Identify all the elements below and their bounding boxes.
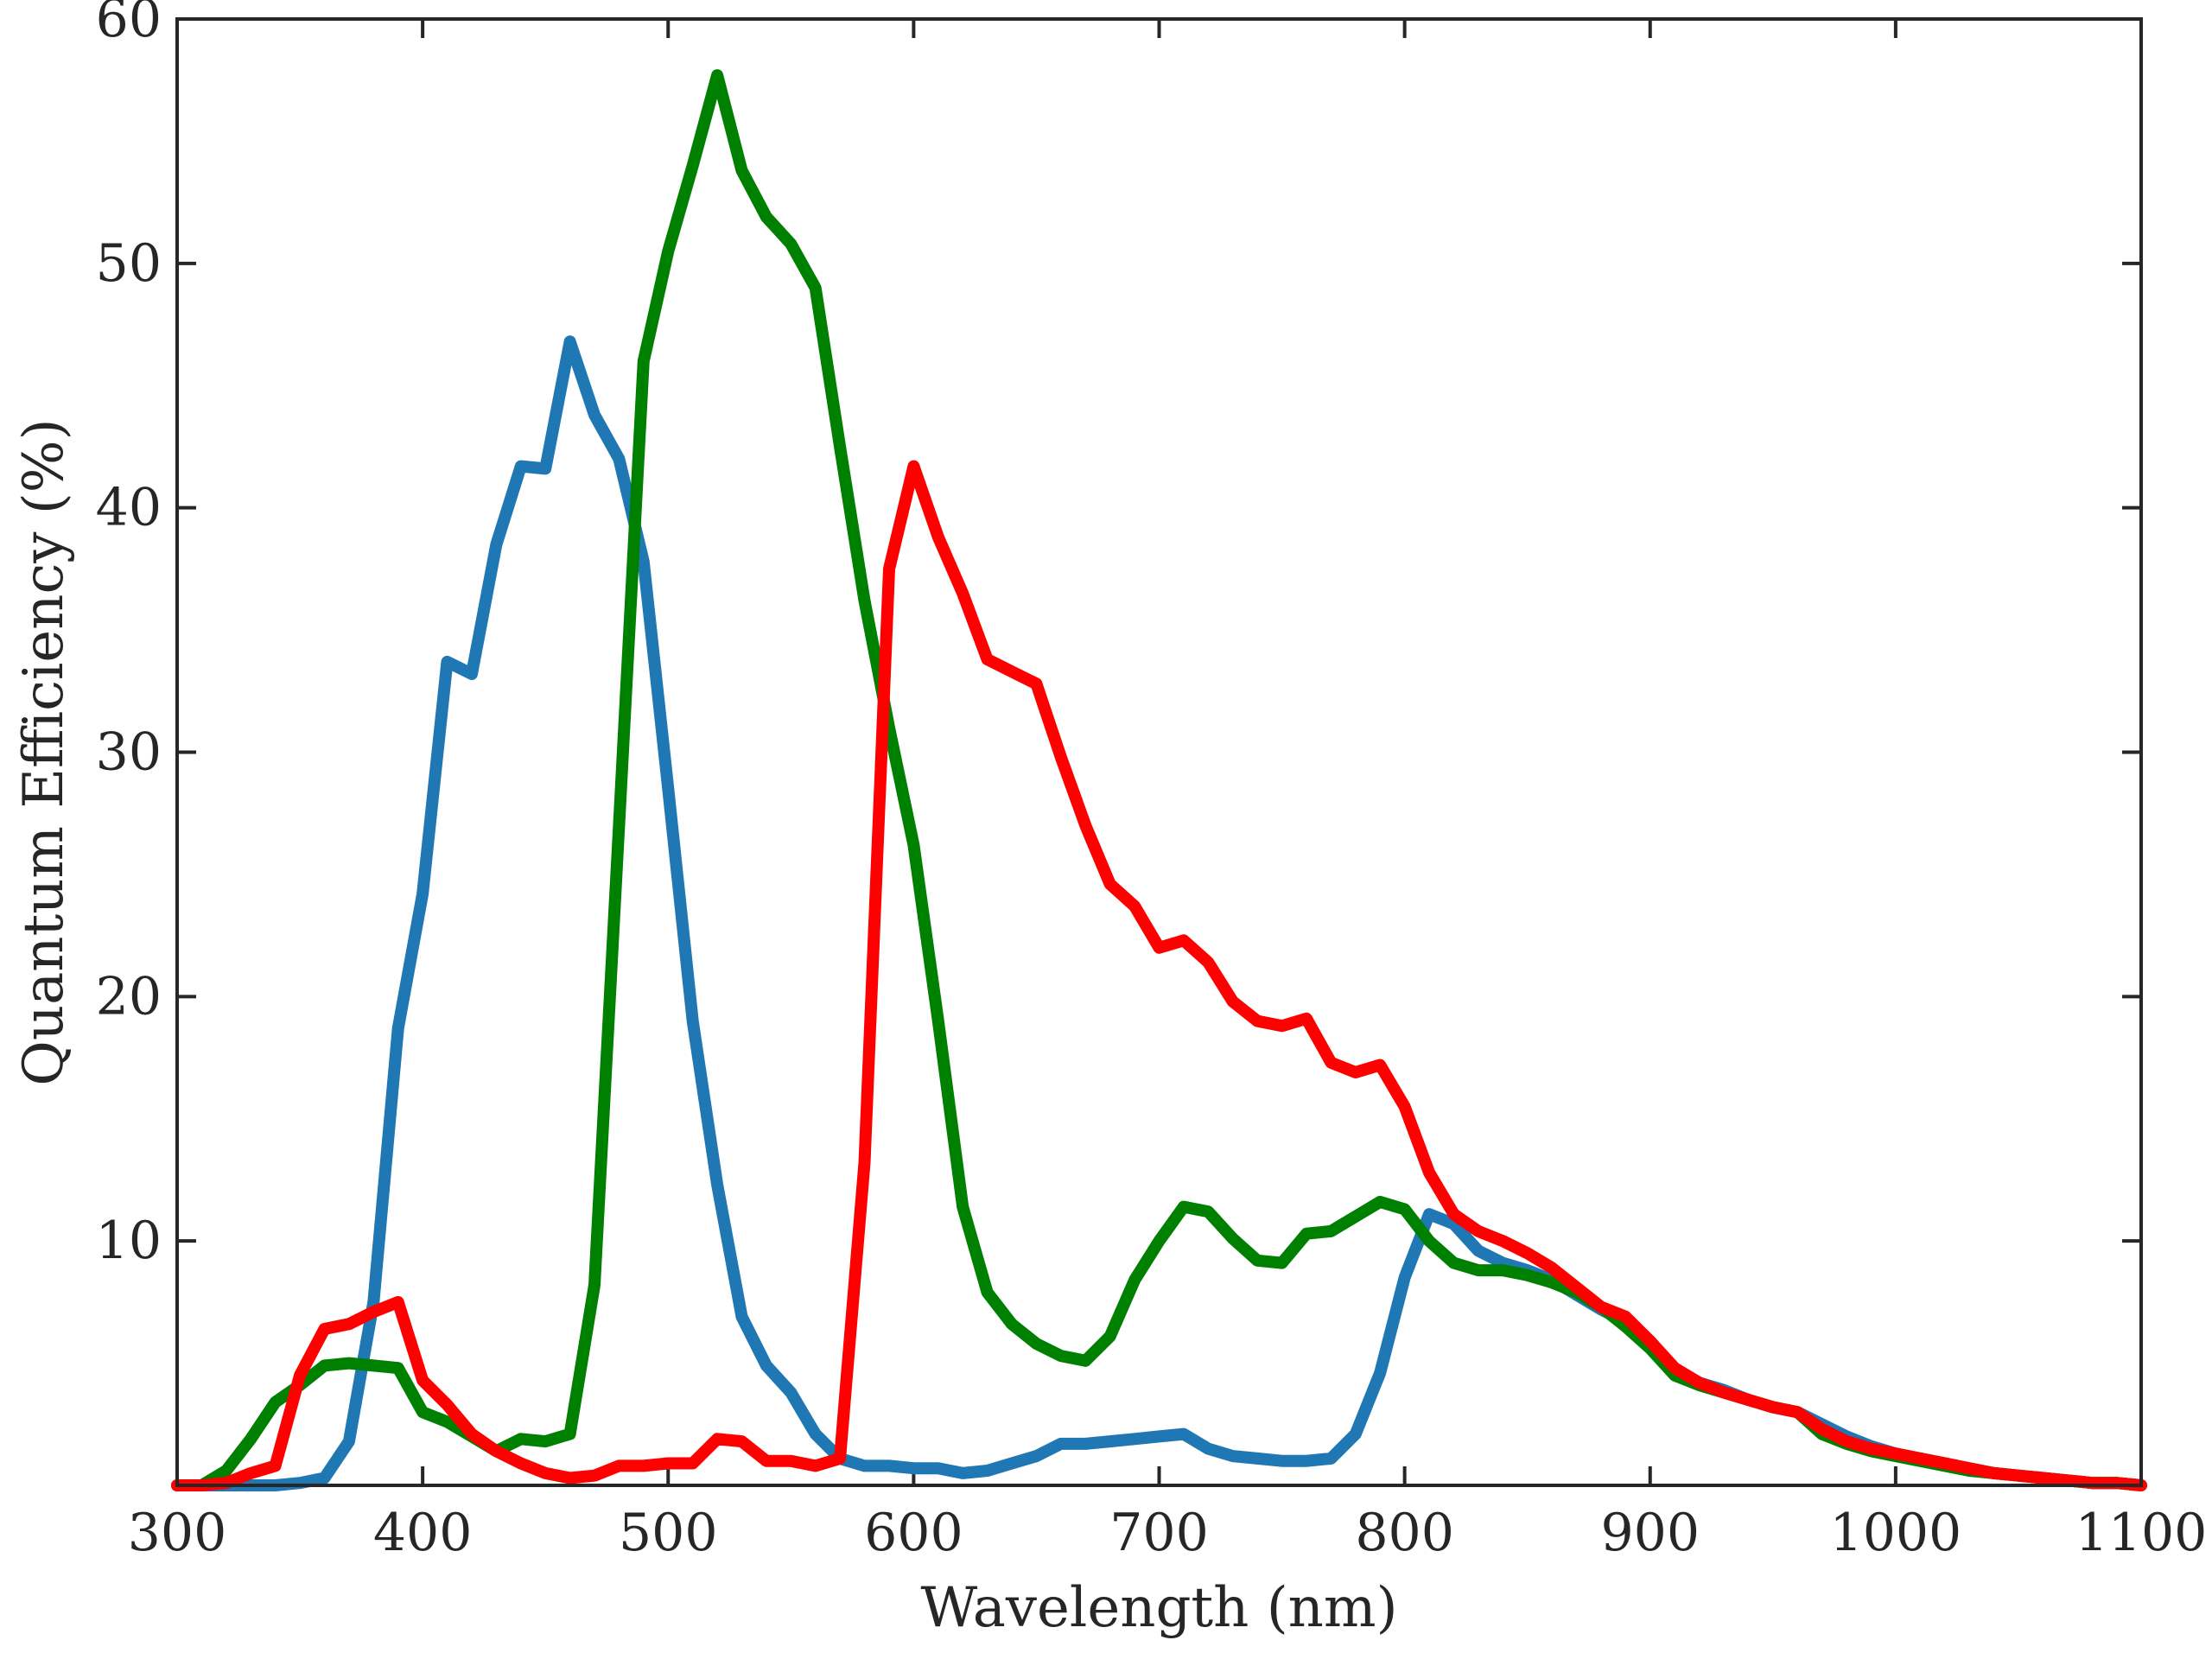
y-axis-label: Quantum Efficiency (%) (12, 418, 76, 1085)
series-line-blue (171, 335, 2147, 1491)
y-tick-labels: 10 20 30 40 50 60 (96, 0, 162, 1271)
series-line-green (171, 69, 2147, 1491)
x-tick-label: 1100 (2075, 1503, 2208, 1563)
x-tick-labels: 300 400 500 600 700 800 900 1000 1100 (128, 1503, 2208, 1563)
x-axis-label: Wavelength (nm) (920, 1576, 1397, 1640)
plot-frame (175, 17, 2143, 1487)
y-tick-label: 50 (96, 233, 162, 294)
y-tick-label: 60 (96, 0, 162, 49)
x-tick-label: 800 (1355, 1503, 1454, 1563)
x-tick-label: 400 (373, 1503, 473, 1563)
axis-ticks (175, 17, 2143, 1485)
x-tick-label: 1000 (1830, 1503, 1962, 1563)
x-tick-label: 500 (619, 1503, 718, 1563)
y-tick-label: 10 (96, 1211, 162, 1271)
y-tick-label: 20 (96, 966, 162, 1027)
y-tick-label: 30 (96, 722, 162, 783)
series-line-red (171, 460, 2147, 1491)
x-tick-label: 900 (1600, 1503, 1700, 1563)
x-tick-label: 600 (864, 1503, 963, 1563)
series-lines (171, 69, 2147, 1491)
y-tick-label: 40 (96, 478, 162, 538)
x-tick-label: 300 (128, 1503, 227, 1563)
x-tick-label: 700 (1109, 1503, 1209, 1563)
